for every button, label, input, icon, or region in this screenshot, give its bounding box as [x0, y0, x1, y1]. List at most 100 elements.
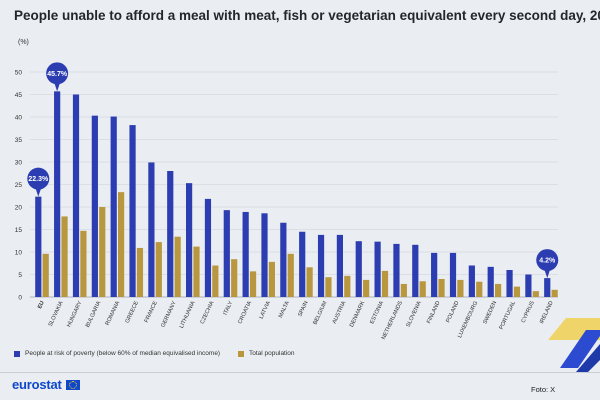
callout-bubble	[27, 167, 50, 190]
x-tick-label: PORTUGAL	[499, 300, 517, 330]
x-tick-label: BELGIUM	[312, 300, 328, 326]
bar-poverty	[431, 252, 438, 297]
bar-total	[513, 286, 521, 297]
bar-total	[268, 261, 275, 297]
y-tick-label: 40	[15, 115, 23, 122]
bar-poverty	[374, 241, 381, 297]
y-tick-label: 30	[15, 160, 23, 167]
callout-label: 45.7%	[47, 71, 68, 78]
bar-chart: 0 5 10 15 20 25 30 35 40 45 50 EU SLOVAKIA HUNGARY BUL…	[15, 62, 559, 341]
eurostat-logo: eurostat	[12, 377, 80, 392]
bar-poverty	[412, 244, 419, 297]
legend: People at risk of poverty (below 60% of …	[14, 350, 295, 357]
bar-total	[61, 216, 68, 297]
x-tick-label: SLOVAKIA	[48, 300, 65, 327]
callout-label: 22.3%	[28, 176, 49, 183]
bar-poverty	[35, 196, 42, 297]
bar-poverty	[299, 231, 306, 297]
bar-total	[287, 253, 294, 297]
y-tick-label: 50	[15, 70, 23, 77]
bar-total	[325, 277, 332, 297]
x-tick-label: EU	[37, 300, 46, 310]
x-tick-label: BULGARIA	[85, 300, 103, 328]
x-tick-label: LITHUANIA	[179, 300, 197, 329]
callout-bubble	[536, 249, 559, 272]
bar-poverty	[355, 241, 362, 297]
bar-total	[381, 270, 389, 297]
bar-total	[80, 230, 87, 297]
legend-item-poverty: People at risk of poverty (below 60% of …	[14, 350, 238, 357]
bar-total	[155, 242, 162, 297]
bar-poverty	[72, 94, 80, 297]
x-tick-label: ROMANIA	[105, 300, 122, 326]
bar-total	[42, 253, 49, 297]
x-tick-label: LUXEMBOURG	[457, 300, 479, 339]
bar-total	[193, 246, 200, 297]
bar-poverty	[186, 183, 193, 297]
bar-poverty	[468, 265, 475, 297]
y-tick-label: 15	[15, 227, 23, 234]
x-tick-label: GERMANY	[160, 300, 178, 328]
x-tick-label: SPAIN	[297, 300, 309, 317]
bar-poverty	[167, 171, 174, 297]
bar-poverty	[393, 243, 400, 297]
x-tick-label: DENMARK	[349, 300, 366, 328]
bar-total	[306, 267, 313, 297]
footer-divider	[0, 372, 600, 373]
legend-label-total: Total population	[249, 350, 295, 357]
x-tick-label: CYPRUS	[521, 300, 536, 324]
bar-poverty	[223, 210, 230, 297]
bar-poverty	[506, 270, 513, 297]
y-tick-label: 35	[15, 137, 23, 144]
y-tick-label: 0	[18, 295, 22, 302]
bar-total	[118, 192, 125, 297]
legend-item-total: Total population	[238, 350, 295, 357]
chart-title: People unable to afford a meal with meat…	[14, 8, 600, 23]
bar-poverty	[487, 266, 494, 297]
legend-swatch-total	[238, 350, 244, 357]
bar-total	[532, 291, 539, 297]
y-tick-label: 45	[15, 92, 23, 99]
logo-text: eurostat	[12, 377, 62, 392]
callout-pointer	[35, 187, 42, 197]
bar-total	[438, 279, 445, 297]
bar-poverty	[525, 274, 532, 297]
bar-poverty	[91, 115, 98, 298]
bar-total	[136, 247, 144, 297]
bar-poverty	[336, 234, 343, 297]
y-tick-label: 20	[15, 205, 23, 212]
x-tick-label: ESTONIA	[369, 300, 385, 325]
bar-total	[363, 279, 370, 297]
bar-poverty	[449, 252, 457, 297]
bar-total	[231, 259, 238, 297]
bar-poverty	[317, 234, 325, 297]
callout-label: 4.2%	[539, 258, 556, 265]
bar-poverty	[544, 278, 551, 297]
x-tick-label: GREECE	[125, 300, 141, 324]
x-tick-label: HUNGARY	[66, 300, 83, 328]
x-tick-label: POLAND	[445, 300, 460, 323]
x-tick-label: ITALY	[223, 300, 235, 316]
photo-credit: Foto: X	[531, 385, 556, 394]
callout-pointer	[54, 82, 61, 92]
x-tick-label: CZECHIA	[200, 300, 216, 325]
bar-total	[495, 283, 502, 297]
bar-total	[249, 271, 257, 297]
bar-poverty	[280, 222, 287, 297]
callout-bubble	[46, 62, 69, 85]
legend-swatch-poverty	[14, 350, 20, 357]
bar-total	[212, 265, 219, 297]
x-tick-label: SWEDEN	[482, 300, 498, 325]
x-tick-label: IRELAND	[539, 300, 555, 325]
legend-label-poverty: People at risk of poverty (below 60% of …	[25, 350, 221, 357]
bar-total	[551, 289, 558, 297]
x-tick-label: FRANCE	[144, 300, 159, 324]
x-tick-label: CROATIA	[237, 300, 253, 325]
bar-total	[476, 281, 483, 297]
bar-total	[419, 281, 426, 297]
y-tick-label: 25	[15, 182, 23, 189]
bar-total	[99, 207, 106, 297]
bar-poverty	[261, 213, 268, 297]
bar-total	[400, 283, 407, 297]
bar-poverty	[54, 91, 61, 297]
